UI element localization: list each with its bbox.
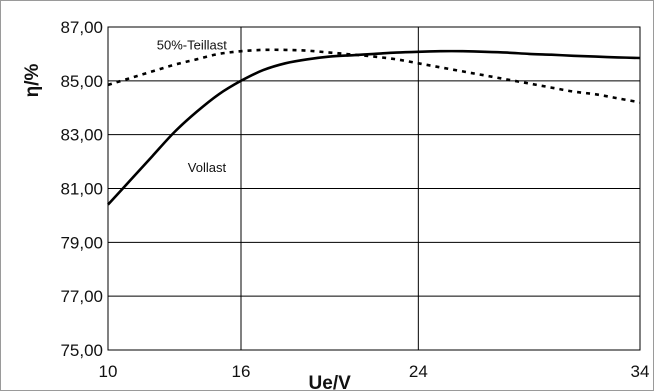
y-tick-label: 77,00 — [60, 287, 103, 306]
annotation-teillast: 50%-Teillast — [157, 37, 227, 52]
x-tick-label: 24 — [409, 362, 428, 381]
series-line-teillast — [107, 48, 641, 104]
y-tick-label: 85,00 — [60, 72, 103, 91]
y-tick-label: 87,00 — [60, 18, 103, 37]
annotation-vollast: Vollast — [188, 160, 227, 175]
x-tick-label: 10 — [99, 362, 118, 381]
x-axis-title: Ue/V — [309, 373, 352, 391]
y-tick-label: 75,00 — [60, 341, 103, 360]
series-line-vollast — [107, 49, 641, 206]
y-tick-label: 81,00 — [60, 180, 103, 199]
y-tick-label: 79,00 — [60, 233, 103, 252]
x-tick-label: 16 — [232, 362, 251, 381]
y-tick-label: 83,00 — [60, 126, 103, 145]
x-tick-label: 34 — [631, 362, 650, 381]
y-axis-title: η/% — [22, 64, 43, 98]
